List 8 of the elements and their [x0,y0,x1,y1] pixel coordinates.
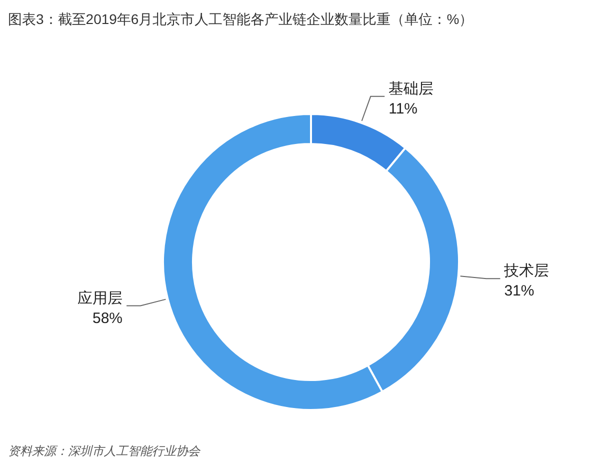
slice-label: 基础层 [388,80,434,98]
data-label: 58% [92,310,123,327]
data-label: 11% [388,100,418,118]
data-label: 31% [504,282,534,300]
slice-label: 应用层 [78,290,123,307]
slice-label: 技术层 [503,262,550,280]
text: 资料来源：深圳市人工智能行业协会 [8,444,201,458]
chart-title: 图表3：截至2019年6月北京市人工智能各产业链企业数量比重（单位：%） [8,11,474,27]
